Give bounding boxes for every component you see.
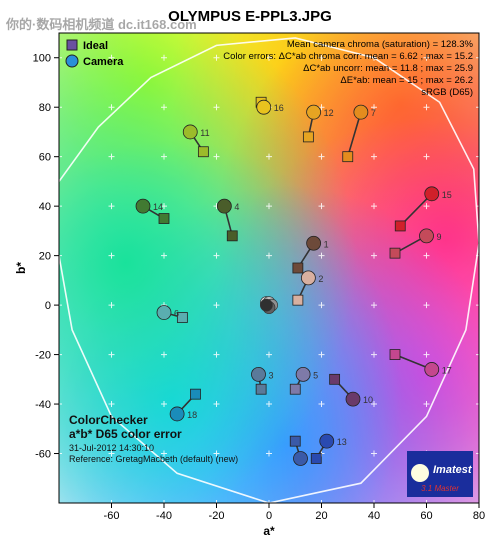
camera-circle	[320, 434, 334, 448]
camera-circle	[294, 451, 308, 465]
camera-circle	[296, 367, 310, 381]
ideal-square	[343, 152, 353, 162]
svg-text:-40: -40	[156, 510, 172, 522]
svg-text:3.1 Master: 3.1 Master	[421, 484, 459, 493]
svg-text:-20: -20	[35, 350, 51, 362]
svg-text:2: 2	[318, 274, 323, 284]
svg-text:-20: -20	[209, 510, 225, 522]
svg-text:Ideal: Ideal	[83, 40, 108, 52]
camera-circle	[346, 392, 360, 406]
svg-text:9: 9	[437, 232, 442, 242]
ideal-square	[293, 263, 303, 273]
ideal-square	[311, 453, 321, 463]
camera-circle	[307, 105, 321, 119]
svg-text:1: 1	[324, 239, 329, 249]
camera-circle	[257, 100, 271, 114]
svg-text:Reference: GretagMacbeth (defa: Reference: GretagMacbeth (default) (new)	[69, 454, 238, 464]
ideal-square	[191, 389, 201, 399]
svg-text:-60: -60	[35, 449, 51, 461]
ideal-square	[293, 295, 303, 305]
svg-text:17: 17	[442, 365, 452, 375]
camera-circle	[252, 367, 266, 381]
ideal-square	[390, 248, 400, 258]
camera-circle	[420, 229, 434, 243]
svg-text:Mean camera chroma (saturation: Mean camera chroma (saturation) = 128.3%	[287, 39, 474, 50]
svg-text:-60: -60	[104, 510, 120, 522]
ideal-square	[395, 221, 405, 231]
ideal-square	[198, 147, 208, 157]
svg-text:6: 6	[174, 309, 179, 319]
ideal-square	[290, 436, 300, 446]
camera-circle	[136, 199, 150, 213]
svg-text:a*: a*	[263, 524, 275, 538]
camera-circle	[425, 362, 439, 376]
svg-text:10: 10	[363, 395, 373, 405]
ideal-square	[159, 214, 169, 224]
svg-text:0: 0	[45, 300, 51, 312]
svg-text:sRGB (D65): sRGB (D65)	[421, 87, 473, 98]
svg-text:40: 40	[39, 201, 51, 213]
svg-text:13: 13	[337, 437, 347, 447]
camera-circle	[425, 187, 439, 201]
svg-text:18: 18	[187, 410, 197, 420]
svg-text:31-Jul-2012 14:30:10: 31-Jul-2012 14:30:10	[69, 443, 154, 453]
svg-text:5: 5	[313, 370, 318, 380]
svg-text:16: 16	[274, 103, 284, 113]
svg-text:100: 100	[33, 53, 51, 65]
svg-text:3: 3	[269, 370, 274, 380]
svg-text:14: 14	[153, 202, 163, 212]
ideal-square	[290, 384, 300, 394]
ideal-square	[330, 374, 340, 384]
svg-text:60: 60	[420, 510, 432, 522]
svg-text:Color errors: ΔC*ab chroma cor: Color errors: ΔC*ab chroma corr: mean = …	[223, 51, 473, 62]
svg-text:ΔE*ab: mean = 15 ; max = 26.2: ΔE*ab: mean = 15 ; max = 26.2	[340, 75, 473, 86]
svg-text:a*b* D65 color error: a*b* D65 color error	[69, 427, 182, 441]
ideal-square	[227, 231, 237, 241]
watermark-text: 你的·数码相机频道 dc.it168.com	[6, 14, 197, 33]
svg-text:12: 12	[324, 108, 334, 118]
camera-circle	[157, 306, 171, 320]
svg-text:7: 7	[371, 108, 376, 118]
svg-text:4: 4	[234, 202, 239, 212]
plot-container: 123456789101112131415161718-60-40-200204…	[9, 29, 491, 543]
svg-text:80: 80	[473, 510, 485, 522]
svg-text:Camera: Camera	[83, 56, 124, 68]
ideal-square	[256, 384, 266, 394]
camera-circle	[354, 105, 368, 119]
camera-circle	[183, 125, 197, 139]
svg-text:b*: b*	[14, 262, 28, 274]
svg-text:ΔC*ab uncorr: mean = 11.8 ; ma: ΔC*ab uncorr: mean = 11.8 ; max = 25.9	[303, 63, 473, 74]
camera-circle	[217, 199, 231, 213]
camera-circle	[170, 407, 184, 421]
svg-text:20: 20	[315, 510, 327, 522]
svg-text:40: 40	[368, 510, 380, 522]
ideal-square	[390, 350, 400, 360]
svg-text:0: 0	[266, 510, 272, 522]
svg-text:15: 15	[442, 190, 452, 200]
svg-text:-40: -40	[35, 399, 51, 411]
svg-text:11: 11	[200, 128, 209, 138]
svg-text:Imatest: Imatest	[433, 464, 473, 476]
camera-circle	[307, 236, 321, 250]
ideal-square	[303, 132, 313, 142]
svg-text:60: 60	[39, 152, 51, 164]
svg-text:ColorChecker: ColorChecker	[69, 413, 148, 427]
svg-text:80: 80	[39, 102, 51, 114]
svg-text:20: 20	[39, 251, 51, 263]
camera-circle	[301, 271, 315, 285]
